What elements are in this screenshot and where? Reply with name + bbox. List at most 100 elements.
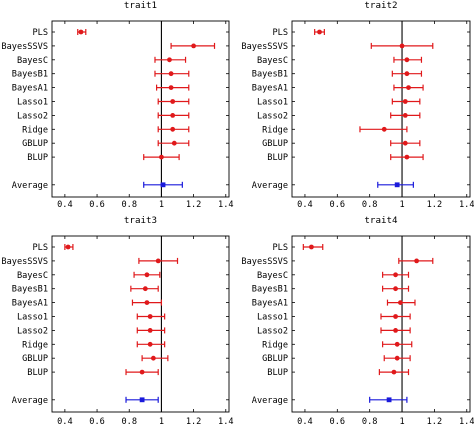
x-tick-label: 1.2 — [427, 200, 443, 210]
interval-BayesB1 — [130, 285, 159, 292]
x-tick-label: 0.8 — [362, 417, 378, 427]
point-estimate — [150, 355, 156, 361]
category-label: BayesA1 — [252, 299, 288, 309]
interval-PLS — [64, 244, 74, 250]
x-tick-label: 1.2 — [186, 417, 202, 427]
point-estimate — [393, 272, 398, 278]
category-label: GBLUP — [22, 354, 48, 364]
point-estimate — [78, 29, 84, 35]
plot-frame — [51, 235, 230, 413]
point-estimate — [160, 182, 166, 188]
point-estimate — [402, 99, 408, 104]
interval-BayesSSVS — [398, 257, 434, 264]
interval-BLUP — [378, 369, 410, 376]
category-label: Lasso2 — [17, 326, 48, 336]
interval-BayesSSVS — [370, 42, 434, 49]
category-label: Lasso2 — [257, 111, 288, 121]
interval-PLS — [77, 29, 87, 35]
x-tick-label: 1.4 — [218, 417, 234, 427]
point-estimate — [402, 113, 408, 118]
category-label: BayesB1 — [252, 285, 288, 295]
x-tick-label: 1.4 — [459, 417, 474, 427]
point-estimate — [386, 397, 392, 403]
interval-Average — [369, 396, 408, 403]
category-label: BayesB1 — [12, 285, 48, 295]
point-estimate — [404, 57, 410, 63]
interval-GBLUP — [141, 355, 169, 362]
interval-BayesB1 — [391, 70, 423, 77]
point-estimate — [394, 341, 400, 347]
interval-BayesSSVS — [170, 42, 216, 49]
category-label: Lasso2 — [17, 111, 48, 121]
interval-BayesA1 — [155, 84, 190, 91]
point-estimate — [170, 126, 176, 132]
point-estimate — [404, 154, 410, 160]
interval-Lasso2 — [390, 112, 421, 119]
point-estimate — [170, 113, 176, 118]
interval-Ridge — [136, 341, 166, 348]
category-label: BayesB1 — [12, 70, 48, 80]
interval-Lasso1 — [157, 98, 190, 105]
point-estimate — [142, 286, 148, 292]
point-estimate — [147, 314, 153, 319]
point-estimate — [393, 286, 398, 292]
interval-Lasso1 — [391, 98, 421, 105]
interval-Lasso1 — [136, 313, 166, 320]
x-tick-label: 0.8 — [121, 417, 137, 427]
category-label: BLUP — [267, 368, 288, 378]
category-label: Lasso1 — [257, 98, 288, 108]
x-tick-label: 1 — [159, 200, 164, 210]
category-label: GBLUP — [262, 139, 288, 149]
x-tick-label: 0.6 — [89, 200, 105, 210]
category-label: BayesA1 — [12, 299, 48, 309]
category-label: BayesC — [257, 56, 288, 66]
category-label: BayesA1 — [252, 84, 288, 94]
category-label: BayesC — [17, 271, 48, 281]
interval-BLUP — [390, 154, 424, 161]
category-label: Ridge — [262, 125, 288, 135]
interval-BLUP — [125, 369, 159, 376]
x-tick-label: 1 — [399, 417, 404, 427]
category-label: PLS — [272, 243, 288, 253]
interval-Average — [377, 181, 414, 188]
category-label: BayesC — [257, 271, 288, 281]
point-estimate — [391, 369, 397, 375]
point-estimate — [317, 29, 322, 35]
point-estimate — [393, 314, 398, 319]
interval-BayesC — [154, 56, 187, 63]
plot-frame — [291, 235, 471, 413]
x-tick-label: 1.2 — [427, 417, 443, 427]
plot-frame — [51, 20, 230, 198]
category-label: BayesC — [17, 56, 48, 66]
category-label: Ridge — [22, 340, 48, 350]
interval-Lasso2 — [157, 112, 190, 119]
category-label: BayesSSVS — [241, 257, 288, 267]
x-tick-label: 1 — [399, 200, 404, 210]
x-tick-label: 1.4 — [218, 200, 234, 210]
point-estimate — [159, 154, 164, 160]
category-label: Lasso2 — [257, 326, 288, 336]
point-estimate — [191, 43, 197, 49]
x-tick-label: 0.4 — [57, 417, 73, 427]
interval-PLS — [314, 29, 325, 35]
category-label: GBLUP — [22, 139, 48, 149]
category-label: PLS — [272, 28, 288, 38]
category-label: BayesSSVS — [1, 42, 48, 52]
interval-Ridge — [382, 341, 413, 348]
category-label: BLUP — [267, 153, 288, 163]
point-estimate — [394, 355, 400, 361]
interval-BLUP — [143, 154, 180, 161]
x-tick-label: 0.4 — [297, 417, 313, 427]
panel-title: trait3 — [124, 215, 157, 226]
interval-PLS — [302, 244, 324, 250]
category-label: BayesA1 — [12, 84, 48, 94]
x-tick-label: 0.6 — [330, 417, 346, 427]
category-label: BayesB1 — [252, 70, 288, 80]
point-estimate — [406, 85, 411, 90]
category-label: BayesSSVS — [241, 42, 288, 52]
panel-title: trait2 — [364, 0, 397, 11]
point-estimate — [139, 397, 145, 403]
interval-BayesA1 — [393, 84, 424, 91]
category-label: PLS — [32, 243, 48, 253]
